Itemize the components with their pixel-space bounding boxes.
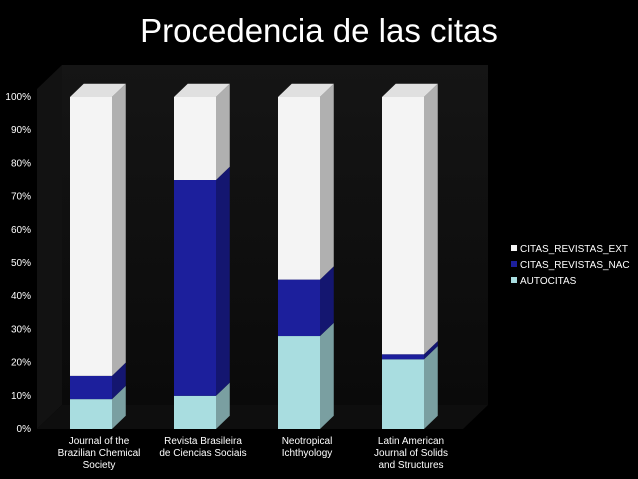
bar-front bbox=[70, 399, 112, 429]
chart-title: Procedencia de las citas bbox=[140, 12, 498, 49]
bar-side bbox=[424, 83, 438, 355]
bar-side bbox=[424, 346, 438, 429]
legend-label: CITAS_REVISTAS_NAC bbox=[520, 260, 630, 271]
bar-side bbox=[320, 266, 334, 337]
bar-segment bbox=[382, 341, 438, 360]
legend-label: AUTOCITAS bbox=[520, 276, 577, 287]
x-axis: Journal of the Brazilian Chemical Society R… bbox=[58, 436, 448, 471]
bar-segment bbox=[278, 322, 334, 429]
x-tick-label: Latin American Journal of Solids and Struc… bbox=[374, 436, 448, 471]
y-axis: 0% 10% 20% 30% 40% 50% 60% 70% 80% 90% 100% bbox=[5, 92, 31, 435]
y-tick-label: 90% bbox=[11, 125, 31, 136]
legend: CITAS_REVISTAS_EXT CITAS_REVISTAS_NAC AUTO… bbox=[511, 244, 630, 287]
y-tick-label: 10% bbox=[11, 391, 31, 402]
legend-swatch bbox=[511, 245, 517, 251]
bar-segment bbox=[174, 382, 230, 429]
legend-item: CITAS_REVISTAS_NAC bbox=[511, 260, 630, 271]
legend-item: AUTOCITAS bbox=[511, 276, 577, 287]
bars bbox=[70, 83, 438, 429]
y-tick-label: 0% bbox=[17, 424, 32, 435]
bar-front bbox=[174, 395, 216, 429]
bar-side bbox=[216, 83, 230, 180]
y-tick-label: 50% bbox=[11, 258, 31, 269]
bar-front bbox=[278, 279, 320, 337]
bar-side bbox=[112, 385, 126, 429]
bar-segment bbox=[70, 83, 126, 376]
x-tick-label: Journal of the Brazilian Chemical Society bbox=[58, 436, 141, 471]
bar-segment bbox=[278, 83, 334, 280]
legend-swatch bbox=[511, 277, 517, 283]
x-tick-label: Neotropical Ichthyology bbox=[282, 436, 333, 459]
bar-front bbox=[382, 354, 424, 360]
legend-item: CITAS_REVISTAS_EXT bbox=[511, 244, 628, 255]
y-tick-label: 30% bbox=[11, 324, 31, 335]
bar-top bbox=[174, 83, 230, 97]
y-tick-label: 100% bbox=[5, 92, 31, 103]
y-tick-label: 60% bbox=[11, 225, 31, 236]
bar-front bbox=[174, 180, 216, 396]
bar-side bbox=[320, 322, 334, 429]
bar-segment bbox=[382, 83, 438, 355]
bar-side bbox=[112, 83, 126, 376]
bar-segment bbox=[278, 266, 334, 337]
bar-side bbox=[320, 83, 334, 280]
bar-side bbox=[216, 382, 230, 429]
bar-segment bbox=[174, 83, 230, 180]
bar-front bbox=[70, 97, 112, 376]
side-wall bbox=[37, 65, 62, 429]
plot-area bbox=[37, 65, 488, 429]
y-tick-label: 80% bbox=[11, 158, 31, 169]
bar-front bbox=[278, 97, 320, 280]
bar-segment bbox=[174, 166, 230, 396]
legend-label: CITAS_REVISTAS_EXT bbox=[520, 244, 628, 255]
y-tick-label: 70% bbox=[11, 192, 31, 203]
bar-segment bbox=[70, 362, 126, 400]
legend-swatch bbox=[511, 261, 517, 267]
floor bbox=[37, 405, 488, 429]
bar-segment bbox=[70, 385, 126, 429]
y-tick-label: 40% bbox=[11, 291, 31, 302]
bar-front bbox=[382, 97, 424, 355]
bar-stack bbox=[278, 83, 334, 429]
y-tick-label: 20% bbox=[11, 358, 31, 369]
x-tick-label: Revista Brasileira de Ciencias Sociais bbox=[159, 436, 246, 459]
bar-stack bbox=[174, 83, 230, 429]
bar-side bbox=[216, 166, 230, 396]
bar-segment bbox=[382, 346, 438, 429]
bar-front bbox=[174, 97, 216, 180]
bar-side bbox=[424, 341, 438, 360]
bar-front bbox=[70, 375, 112, 400]
bar-top bbox=[382, 83, 438, 97]
bar-side bbox=[112, 362, 126, 400]
bar-front bbox=[382, 359, 424, 429]
bar-front bbox=[278, 336, 320, 429]
bar-top bbox=[70, 83, 126, 97]
bar-top bbox=[278, 83, 334, 97]
bar-stack bbox=[382, 83, 438, 429]
back-wall bbox=[62, 65, 488, 405]
bar-stack bbox=[70, 83, 126, 429]
